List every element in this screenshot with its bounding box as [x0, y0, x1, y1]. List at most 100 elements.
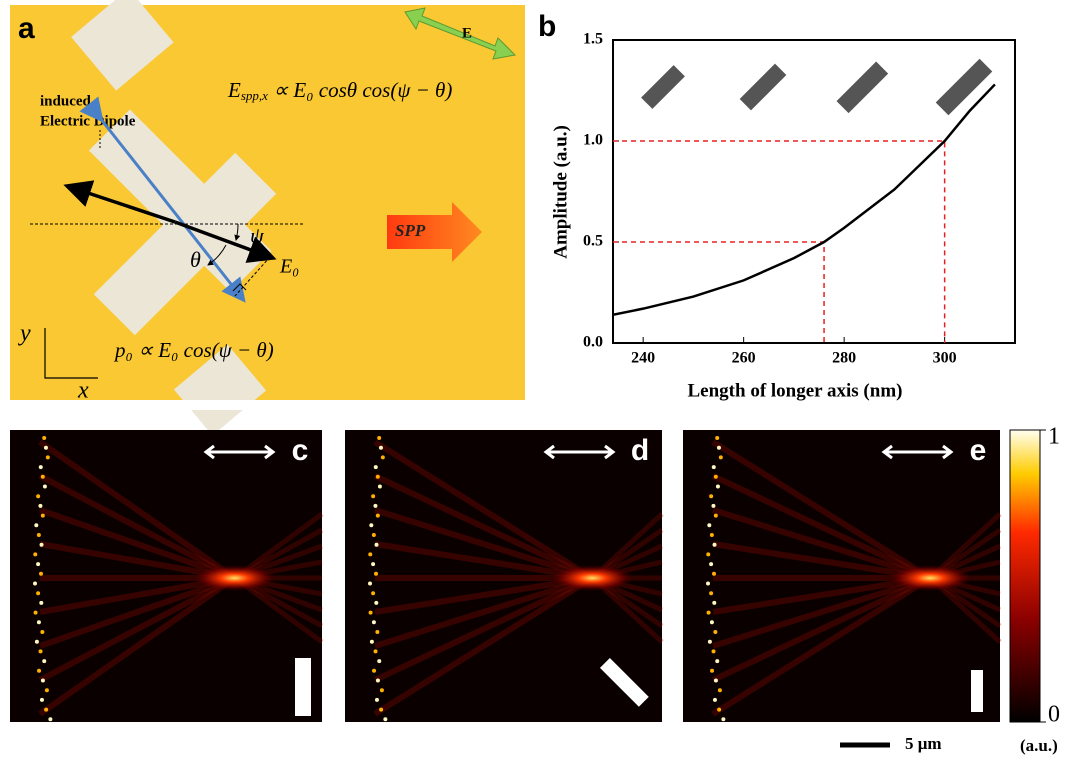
dipole-label: induced — [40, 93, 92, 109]
antenna-dot — [36, 562, 40, 566]
antenna-dot — [714, 514, 718, 518]
antenna-dot — [48, 717, 52, 721]
y-axis-label: Amplitude (a.u.) — [550, 125, 571, 259]
dipole-formula: p₀ ∝ E₀ cos(ψ − θ) — [113, 338, 274, 362]
antenna-dot — [713, 543, 717, 547]
field-map: e — [683, 430, 1000, 722]
colorbar-tick-label: 0 — [1048, 702, 1060, 728]
antenna-dot — [379, 446, 383, 450]
x-tick-label: 300 — [933, 350, 957, 367]
antenna-dot — [712, 649, 716, 653]
field-map: d — [345, 430, 662, 722]
antenna-dot — [42, 659, 46, 663]
antenna-dot — [371, 591, 375, 595]
antenna-dot — [40, 630, 44, 634]
antenna-dot — [46, 455, 50, 459]
antenna-dot — [706, 582, 710, 586]
antenna-dot — [717, 446, 721, 450]
antenna-dot — [374, 601, 378, 605]
antenna-dot — [716, 485, 720, 489]
antenna-dot — [43, 485, 47, 489]
antenna-dot — [35, 640, 39, 644]
antenna-dot — [710, 620, 714, 624]
y-tick-label: 1.5 — [583, 31, 603, 48]
field-label: E — [462, 25, 472, 41]
x-tick-label: 240 — [631, 350, 655, 367]
antenna-dot — [38, 504, 42, 508]
e0: E₀ — [279, 256, 299, 278]
antenna-dot — [44, 708, 48, 712]
dipole-label: Electric Dipole — [40, 113, 136, 129]
antenna-icon — [971, 670, 983, 712]
axis-x: x — [77, 378, 89, 404]
line — [598, 84, 995, 316]
antenna-dot — [710, 533, 714, 537]
antenna-dot — [37, 669, 41, 673]
antenna-dot — [36, 494, 40, 498]
antenna-dot — [713, 630, 717, 634]
antenna-dot — [41, 514, 45, 518]
spp-label: SPP — [395, 221, 426, 240]
panel-label: b — [538, 10, 556, 43]
antenna-dot — [372, 669, 376, 673]
antenna-dot — [719, 455, 723, 459]
colorbar: (a.u.) 01 — [1010, 424, 1060, 755]
antenna-dot — [39, 465, 43, 469]
antenna-dot — [712, 572, 716, 576]
antenna-dot — [34, 611, 38, 615]
antenna-dot — [44, 446, 48, 450]
figure: E a Espp,x ∝ E₀ cosθ cos(ψ − θ) induced … — [0, 0, 1073, 761]
antenna-dot — [715, 659, 719, 663]
antenna-dot — [378, 485, 382, 489]
x-tick-label: 280 — [832, 350, 856, 367]
axis-y: y — [18, 321, 31, 347]
scale-bar-label: 5 μm — [905, 734, 942, 753]
map-label: e — [970, 434, 987, 467]
colorbar-scale — [1010, 430, 1040, 722]
antenna-dot — [37, 533, 41, 537]
formula-part: E — [227, 78, 241, 102]
antenna-dot — [34, 523, 38, 527]
antenna-dot — [377, 436, 381, 440]
antenna-dot — [707, 611, 711, 615]
formula-part: spp,x — [241, 88, 268, 103]
focus — [547, 564, 637, 592]
antenna-dot — [41, 475, 45, 479]
antenna-dot — [370, 640, 374, 644]
y-tick-label: 1.0 — [583, 132, 603, 149]
focus — [190, 564, 280, 592]
antenna-dot — [376, 475, 380, 479]
antenna-dot — [712, 465, 716, 469]
antenna-dot — [373, 504, 377, 508]
y-tick-label: 0.5 — [583, 233, 603, 250]
antenna-dot — [369, 611, 373, 615]
antenna-dot — [368, 582, 372, 586]
formula-part: ∝ E₀ cosθ cos(ψ − θ) — [268, 78, 452, 102]
antenna-icon — [295, 658, 311, 716]
antenna-dot — [715, 436, 719, 440]
antenna-dot — [41, 679, 45, 683]
panel-label: a — [18, 12, 35, 45]
antenna-dot — [33, 552, 37, 556]
antenna-dot — [33, 582, 37, 586]
antenna-dot — [37, 620, 41, 624]
antenna-dot — [709, 591, 713, 595]
antenna-dot — [369, 523, 373, 527]
antenna-dot — [375, 543, 379, 547]
antenna-dot — [383, 717, 387, 721]
antenna-dot — [711, 504, 715, 508]
antenna-dot — [377, 659, 381, 663]
antenna-dot — [717, 708, 721, 712]
antenna-dot — [372, 533, 376, 537]
map-label: c — [292, 434, 309, 467]
x-tick-label: 260 — [732, 350, 756, 367]
antenna-dot — [374, 649, 378, 653]
antenna-dot — [381, 455, 385, 459]
antenna-dot — [375, 630, 379, 634]
antenna-dot — [718, 688, 722, 692]
colorbar-tick-label: 1 — [1048, 424, 1060, 450]
antenna-dot — [39, 649, 43, 653]
map-label: d — [631, 434, 649, 467]
antenna-dot — [371, 562, 375, 566]
antenna-dot — [714, 475, 718, 479]
